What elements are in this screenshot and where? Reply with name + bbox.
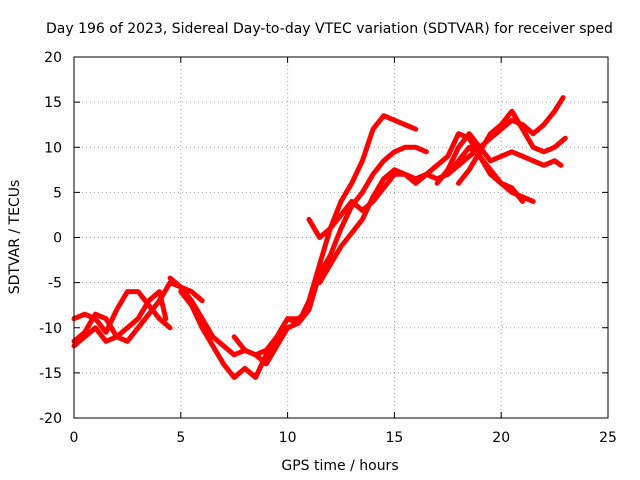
- y-tick-label: 0: [53, 231, 62, 247]
- series-line: [434, 131, 564, 186]
- y-axis-label: SDTVAR / TECUs: [7, 180, 23, 295]
- series-line: [456, 108, 568, 186]
- y-tick-label: 15: [44, 95, 62, 111]
- x-axis-label: GPS time / hours: [281, 458, 398, 474]
- y-tick-label: -5: [48, 276, 62, 292]
- chart-title: Day 196 of 2023, Sidereal Day-to-day VTE…: [46, 21, 613, 37]
- x-tick-label: 0: [70, 430, 79, 446]
- data-series: [71, 95, 568, 380]
- y-tick-label: -10: [39, 321, 62, 337]
- series-line: [71, 289, 169, 349]
- series-line: [178, 113, 419, 380]
- y-tick-label: -15: [39, 366, 62, 382]
- series-line: [317, 144, 536, 286]
- y-tick-label: -20: [39, 411, 62, 427]
- y-tick-label: 20: [44, 50, 62, 66]
- y-tick-label: 5: [53, 185, 62, 201]
- series-line: [445, 95, 566, 177]
- axis-ticks: 0 5 10 15 20 25 -20 -15 -10 -5 0 5 10 15 20: [39, 50, 617, 446]
- series-line: [231, 144, 429, 358]
- series-line: [71, 289, 173, 335]
- x-tick-label: 25: [599, 430, 617, 446]
- x-tick-label: 20: [492, 430, 510, 446]
- grid-lines: [74, 57, 608, 418]
- x-tick-label: 10: [279, 430, 297, 446]
- x-tick-label: 5: [176, 430, 185, 446]
- y-tick-label: 10: [44, 140, 62, 156]
- x-tick-label: 15: [385, 430, 403, 446]
